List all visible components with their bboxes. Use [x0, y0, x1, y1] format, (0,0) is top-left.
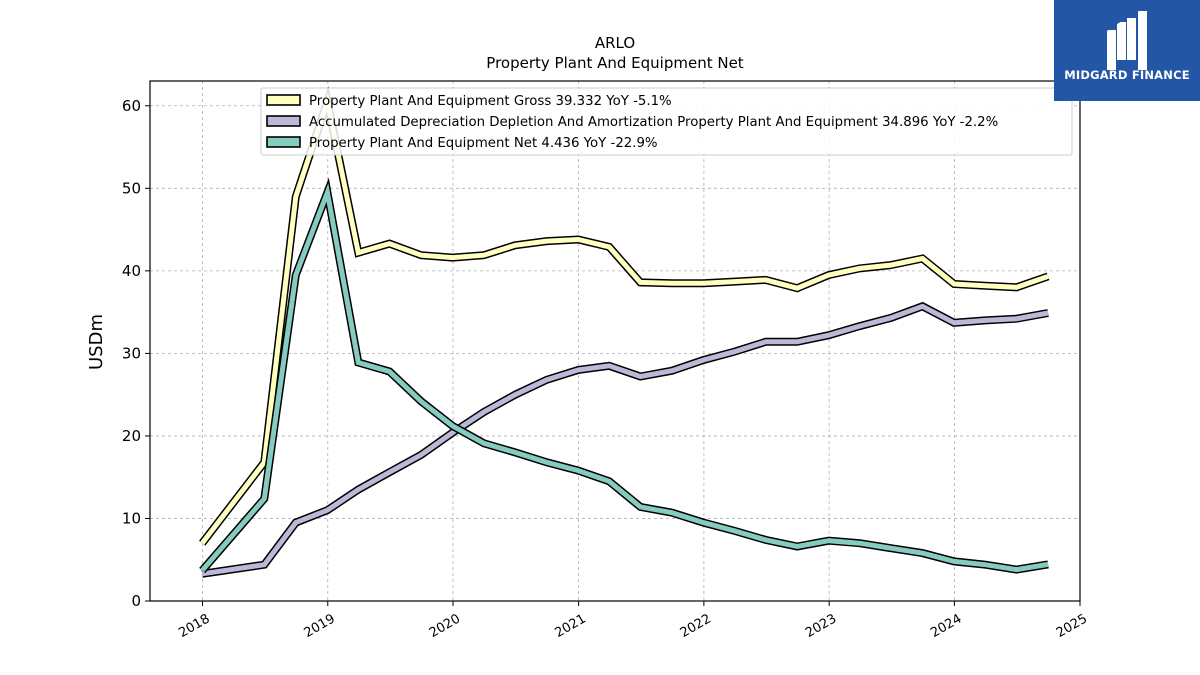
- legend-label: Property Plant And Equipment Gross 39.33…: [309, 94, 672, 109]
- series-outline: [199, 86, 1050, 546]
- series-outline: [201, 301, 1049, 578]
- x-axis: 2018 2019 2020 2021 2022 2023 2024 2025: [176, 601, 1090, 641]
- y-axis: 0 10 20 30 40 50 60: [122, 97, 150, 610]
- y-tick-label: 30: [122, 344, 141, 362]
- y-tick-label: 0: [131, 592, 141, 610]
- brand-mark-icon: [1106, 10, 1147, 70]
- x-tick-label: 2020: [427, 611, 463, 641]
- legend: Property Plant And Equipment Gross 39.33…: [260, 87, 1073, 156]
- plot-frame: [149, 80, 1081, 602]
- y-tick-label: 60: [122, 97, 141, 115]
- brand-name: MIDGARD FINANCE: [1064, 68, 1190, 82]
- legend-swatch: [266, 136, 301, 148]
- y-tick-label: 20: [122, 427, 141, 445]
- x-tick-label: 2018: [176, 611, 212, 641]
- y-tick-label: 40: [122, 262, 141, 280]
- x-tick-label: 2021: [552, 611, 588, 641]
- x-tick-label: 2023: [803, 611, 839, 641]
- series-line: [200, 91, 1049, 545]
- legend-swatch: [266, 115, 301, 127]
- legend-label: Accumulated Depreciation Depletion And A…: [309, 115, 998, 130]
- x-tick-label: 2022: [678, 611, 714, 641]
- chart-subtitle: Property Plant And Equipment Net: [486, 54, 743, 72]
- brand-logo: MIDGARD FINANCE: [1054, 0, 1200, 101]
- legend-label: Property Plant And Equipment Net 4.436 Y…: [309, 136, 658, 151]
- x-tick-label: 2019: [302, 611, 338, 641]
- series-line: [200, 183, 1049, 573]
- series-lines: [199, 86, 1050, 578]
- y-axis-label: USDm: [86, 314, 107, 370]
- x-tick-label: 2024: [928, 611, 964, 641]
- y-tick-label: 10: [122, 509, 141, 527]
- series-line: [201, 303, 1049, 577]
- legend-swatch: [266, 94, 301, 106]
- chart-title: ARLO: [595, 34, 635, 52]
- y-tick-label: 50: [122, 179, 141, 197]
- legend-box: [260, 87, 1073, 156]
- x-tick-label: 2025: [1054, 611, 1090, 641]
